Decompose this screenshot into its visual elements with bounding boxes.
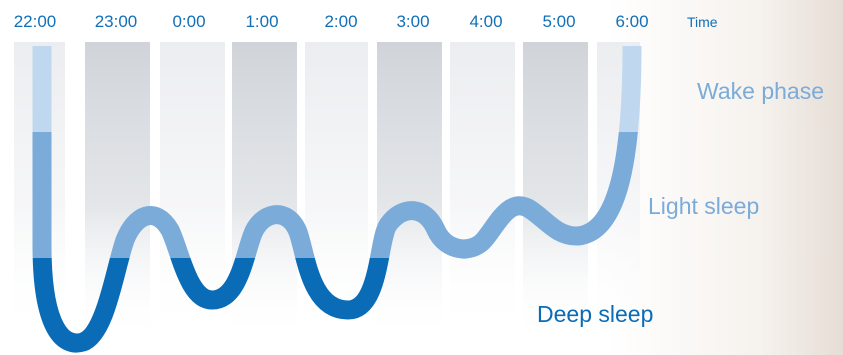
hour-stripe xyxy=(523,42,588,342)
time-tick: 3:00 xyxy=(396,12,429,31)
sleep-curve xyxy=(32,45,642,353)
time-axis: 22:00 23:00 0:00 1:00 2:00 3:00 4:00 5:0… xyxy=(14,12,718,31)
hour-stripes xyxy=(14,42,640,342)
light-sleep-label: Light sleep xyxy=(648,193,759,219)
deep-sleep-label: Deep sleep xyxy=(537,301,653,327)
time-tick: 4:00 xyxy=(469,12,502,31)
curve-deep-segment xyxy=(32,258,469,353)
time-tick: 22:00 xyxy=(14,12,57,31)
hour-stripe xyxy=(377,42,442,342)
time-tick: 2:00 xyxy=(324,12,357,31)
curve-light-segment xyxy=(32,132,638,258)
hour-stripe xyxy=(450,42,515,342)
time-axis-label: Time xyxy=(687,14,718,30)
time-tick: 1:00 xyxy=(245,12,278,31)
time-tick: 0:00 xyxy=(172,12,205,31)
wake-phase-label: Wake phase xyxy=(697,78,824,104)
time-tick: 6:00 xyxy=(615,12,648,31)
time-tick: 23:00 xyxy=(95,12,138,31)
time-tick: 5:00 xyxy=(542,12,575,31)
hour-stripe xyxy=(232,42,297,342)
